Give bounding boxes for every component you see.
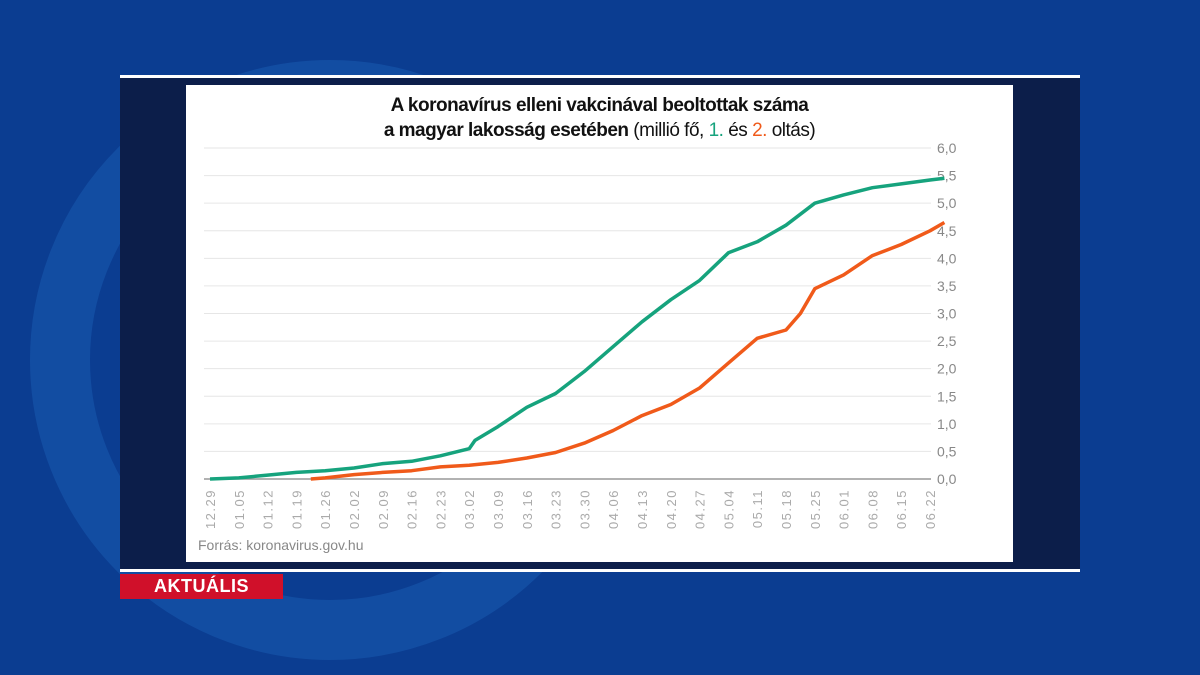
- x-tick-label: 03.23: [549, 489, 564, 529]
- x-tick-label: 12.29: [203, 489, 218, 529]
- x-tick-label: 06.22: [923, 489, 938, 529]
- y-tick-label: 4,0: [937, 250, 957, 266]
- x-tick-label: 02.02: [347, 489, 362, 529]
- x-tick-label: 04.06: [606, 489, 621, 529]
- y-tick-label: 1,0: [937, 416, 957, 432]
- x-tick-label: 03.16: [520, 489, 535, 529]
- x-tick-label: 04.20: [664, 489, 679, 529]
- chart-card: A koronavírus elleni vakcinával beoltott…: [186, 85, 1013, 562]
- y-tick-label: 3,5: [937, 278, 957, 294]
- chart-title: A koronavírus elleni vakcinával beoltott…: [186, 93, 1013, 143]
- x-tick-label: 05.25: [808, 489, 823, 529]
- y-tick-label: 0,0: [937, 471, 957, 487]
- x-tick-label: 03.30: [577, 489, 592, 529]
- title-unit: (millió fő,: [628, 120, 709, 141]
- x-tick-label: 01.05: [232, 489, 247, 529]
- title-line-1: A koronavírus elleni vakcinával beoltott…: [390, 95, 809, 116]
- y-tick-label: 6,0: [937, 140, 957, 156]
- x-tick-label: 02.16: [405, 489, 420, 529]
- y-tick-label: 1,5: [937, 388, 957, 404]
- x-tick-label: 06.08: [865, 489, 880, 529]
- y-tick-label: 0,5: [937, 443, 957, 459]
- x-tick-label: 03.02: [462, 489, 477, 529]
- source-note: Forrás: koronavirus.gov.hu: [198, 537, 364, 553]
- y-tick-label: 5,5: [937, 168, 957, 184]
- x-tick-label: 01.19: [289, 489, 304, 529]
- x-tick-label: 01.26: [318, 489, 333, 529]
- series-line-2: [310, 220, 946, 481]
- y-tick-label: 5,0: [937, 195, 957, 211]
- y-tick-label: 2,0: [937, 361, 957, 377]
- x-tick-label: 06.01: [837, 489, 852, 529]
- x-tick-label: 02.23: [433, 489, 448, 529]
- x-tick-label: 02.09: [376, 489, 391, 529]
- x-tick-label: 01.12: [261, 489, 276, 529]
- title-end: oltás): [766, 120, 816, 141]
- aktualis-banner: AKTUÁLIS: [120, 574, 283, 599]
- y-tick-label: 3,0: [937, 306, 957, 322]
- title-line-2: a magyar lakosság esetében: [383, 120, 629, 141]
- legend-second-dose: 2.: [752, 120, 767, 141]
- x-tick-label: 03.09: [491, 489, 506, 529]
- legend-first-dose: 1.: [708, 120, 724, 141]
- x-tick-label: 05.18: [779, 489, 794, 529]
- line-chart: 0,0 0,5 1,0 1,5 2,0 2,5 3,0 3,5 4,0 4,5 5,0 5,5 6,0 1…: [203, 140, 957, 529]
- title-and: és: [723, 120, 753, 141]
- x-tick-label: 04.27: [693, 489, 708, 529]
- x-tick-label: 05.11: [750, 489, 765, 528]
- series-line-1: [209, 176, 945, 481]
- x-tick-label: 04.13: [635, 489, 650, 529]
- y-tick-label: 4,5: [937, 223, 957, 239]
- x-tick-label: 05.04: [721, 489, 736, 529]
- y-tick-label: 2,5: [937, 333, 957, 349]
- x-tick-label: 06.15: [894, 489, 909, 529]
